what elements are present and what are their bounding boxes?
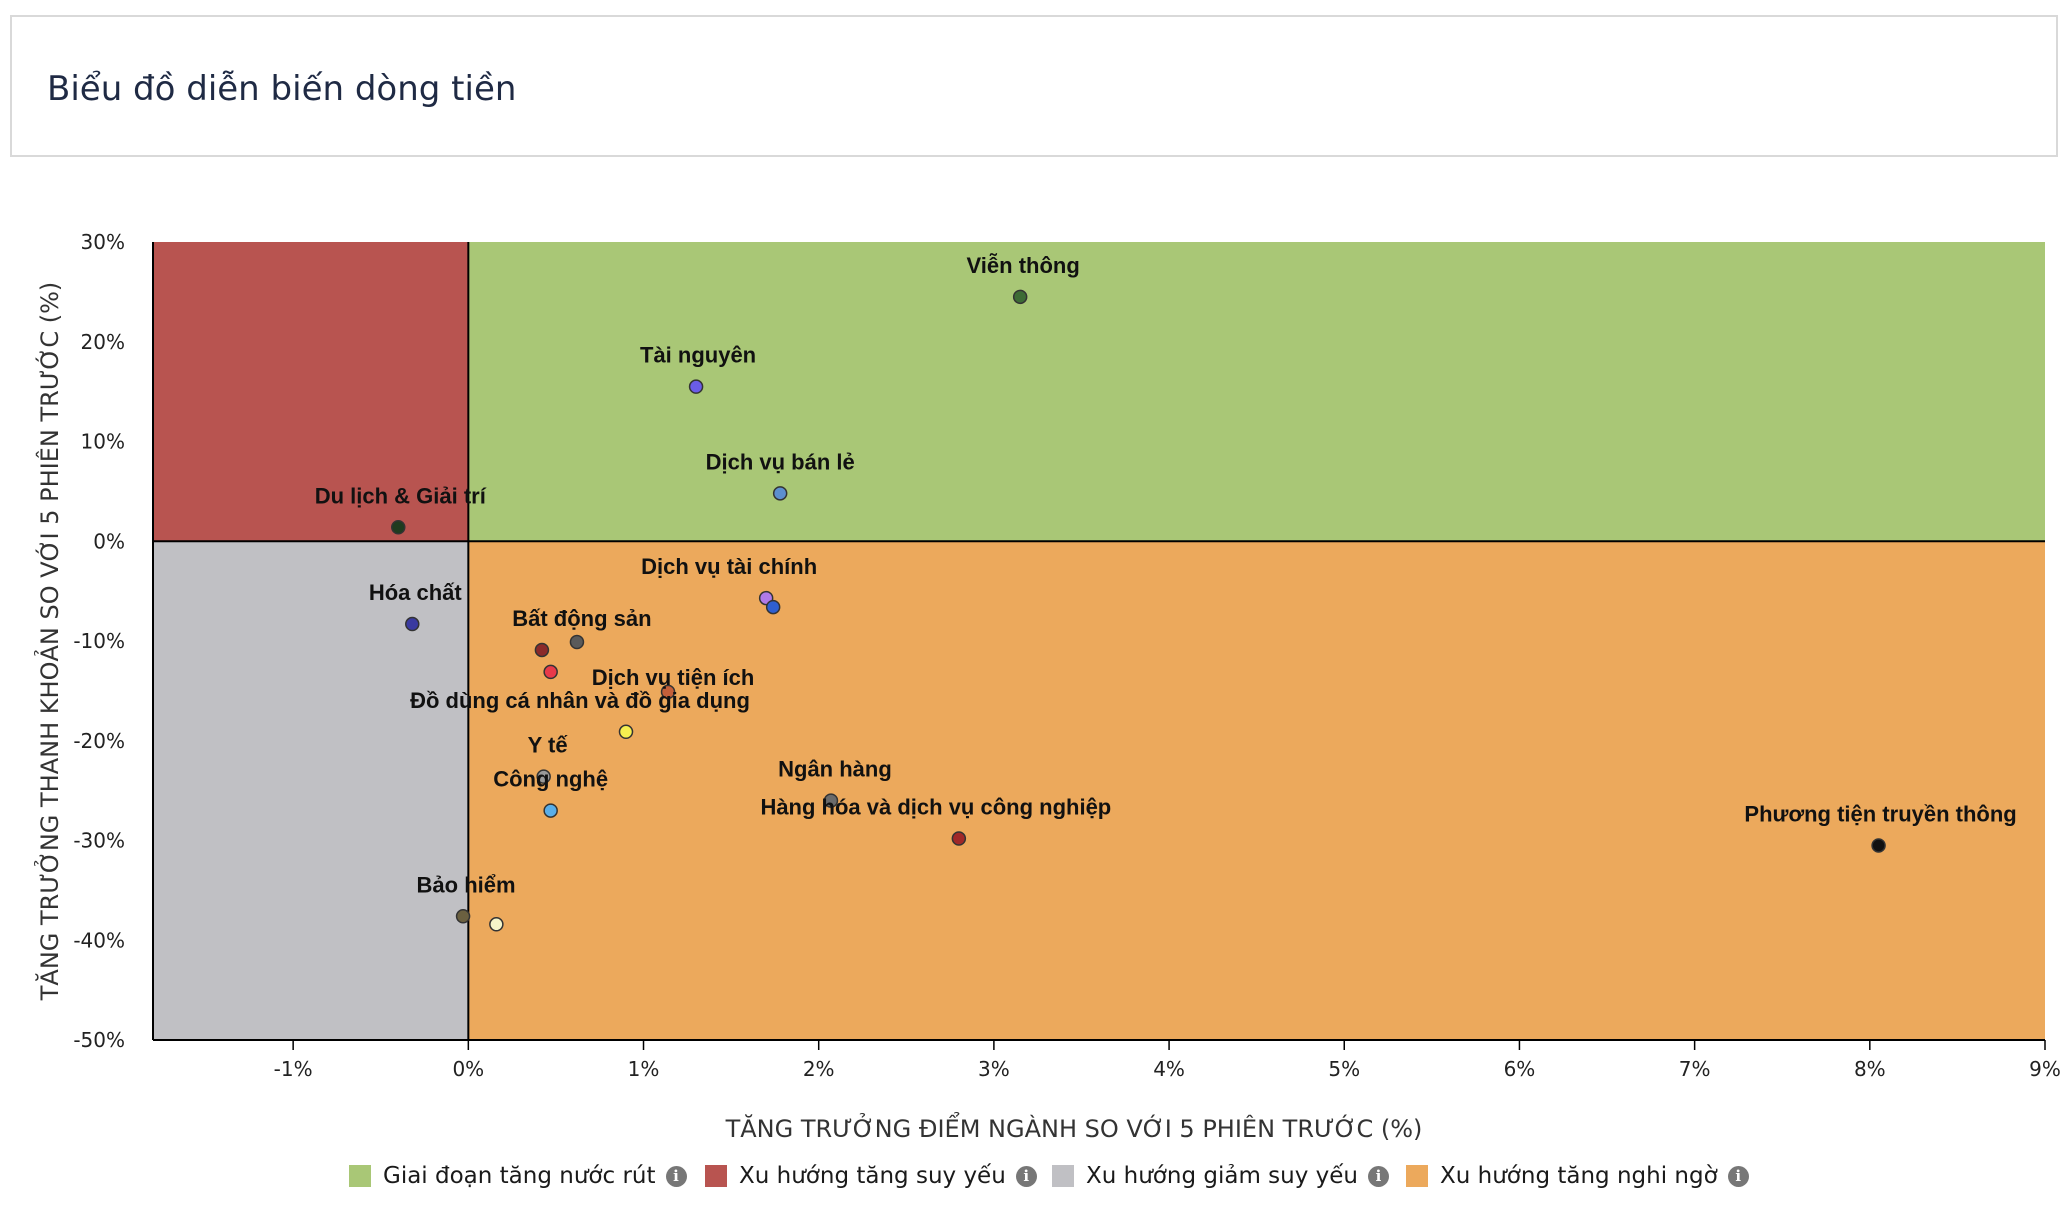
legend-label: Xu hướng giảm suy yếu <box>1086 1163 1358 1189</box>
x-tick-label: 9% <box>2029 1057 2061 1081</box>
y-tick-label: 20% <box>81 330 125 354</box>
data-point-label: Dịch vụ tài chính <box>641 554 817 579</box>
data-point <box>455 909 471 924</box>
data-point-label: Du lịch & Giải trí <box>315 483 487 508</box>
x-tick-label: 7% <box>1679 1057 1711 1081</box>
x-tick-label: 5% <box>1328 1057 1360 1081</box>
x-axis-title: TĂNG TRƯỞNG ĐIỂM NGÀNH SO VỚI 5 PHIÊN TR… <box>725 1111 1423 1143</box>
data-point-label: Ngân hàng <box>778 757 892 782</box>
x-tick-label: 6% <box>1504 1057 1536 1081</box>
data-point <box>543 803 558 818</box>
legend-swatch <box>349 1165 371 1187</box>
data-point <box>1012 289 1028 305</box>
quadrant-region <box>153 541 469 1040</box>
data-point-label: Hàng hóa và dịch vụ công nghiệp <box>760 795 1111 820</box>
data-point-label: Bảo hiểm <box>417 872 516 897</box>
y-tick-label: -20% <box>73 729 125 753</box>
legend-item-giai-doan-tang-nuoc-rut[interactable]: Giai đoạn tăng nước rút i <box>349 1156 687 1196</box>
data-point-label: Dịch vụ tiện ích <box>592 665 755 690</box>
data-point <box>543 664 558 680</box>
legend-swatch <box>1406 1165 1428 1187</box>
data-point-label: Dịch vụ bán lẻ <box>706 449 855 474</box>
data-point-label: Bất động sản <box>512 606 651 631</box>
x-tick-label: 8% <box>1854 1057 1886 1081</box>
y-tick-label: -50% <box>73 1028 125 1052</box>
legend-swatch <box>705 1165 727 1187</box>
y-tick-label: -40% <box>73 928 125 952</box>
data-point-label: Phương tiện truyền thông <box>1744 801 2016 826</box>
data-point <box>660 684 676 700</box>
page-title: Biểu đồ diễn biến dòng tiền <box>47 69 517 109</box>
data-point <box>391 520 406 535</box>
legend-item-xu-huong-tang-suy-yeu[interactable]: Xu hướng tăng suy yếu i <box>705 1156 1037 1196</box>
y-tick-label: -30% <box>73 829 125 853</box>
data-point-label: Đồ dùng cá nhân và đồ gia dụng <box>410 688 750 713</box>
data-point-label: Công nghệ <box>493 767 608 792</box>
data-point-label: Y tế <box>528 733 569 758</box>
x-tick-label: 0% <box>452 1057 484 1081</box>
y-axis-title: TĂNG TRƯỞNG THANH KHOẢN SO VỚI 5 PHIÊN T… <box>33 282 64 1002</box>
data-point-label: Hóa chất <box>369 580 463 605</box>
legend-label: Xu hướng tăng nghi ngờ <box>1440 1163 1718 1189</box>
data-point <box>765 599 781 615</box>
info-icon[interactable]: i <box>1727 1165 1749 1187</box>
y-tick-label: 10% <box>81 430 125 454</box>
x-tick-label: 2% <box>803 1057 835 1081</box>
data-point-label: Tài nguyên <box>640 343 756 368</box>
data-point <box>618 724 634 740</box>
legend-item-xu-huong-tang-nghi-ngo[interactable]: Xu hướng tăng nghi ngờ i <box>1406 1156 1749 1196</box>
data-point <box>772 486 788 501</box>
data-point <box>569 634 585 650</box>
data-point <box>951 831 967 846</box>
chart-legend: Giai đoạn tăng nước rút i Xu hướng tăng … <box>0 1156 2070 1196</box>
data-point <box>688 379 704 394</box>
info-icon[interactable]: i <box>1015 1165 1037 1187</box>
legend-label: Giai đoạn tăng nước rút <box>383 1163 656 1189</box>
quadrant-region <box>468 541 2045 1040</box>
quadrant-region <box>153 242 469 542</box>
x-tick-label: -1% <box>274 1057 313 1081</box>
data-point-label: Viễn thông <box>967 253 1080 278</box>
y-tick-label: 0% <box>93 529 125 553</box>
y-tick-label: 30% <box>81 230 125 254</box>
data-point <box>489 917 504 932</box>
data-point <box>405 616 420 632</box>
data-point <box>536 769 551 784</box>
data-point <box>534 642 550 658</box>
scatter-chart: -1% 0% 1% 2% 3% 4% 5% 6% 7% 8% 9% 30% 20% 10% 0% -10% -2… <box>33 230 2061 1143</box>
y-tick-label: -10% <box>73 629 125 653</box>
info-icon[interactable]: i <box>665 1165 687 1187</box>
legend-label: Xu hướng tăng suy yếu <box>739 1163 1006 1189</box>
chart-header-card: Biểu đồ diễn biến dòng tiền <box>10 15 2058 157</box>
x-tick-label: 1% <box>628 1057 660 1081</box>
legend-swatch <box>1052 1165 1074 1187</box>
x-tick-label: 3% <box>978 1057 1010 1081</box>
data-point <box>823 793 839 808</box>
data-point <box>1871 838 1886 853</box>
x-tick-label: 4% <box>1153 1057 1185 1081</box>
info-icon[interactable]: i <box>1367 1165 1389 1187</box>
legend-item-xu-huong-giam-suy-yeu[interactable]: Xu hướng giảm suy yếu i <box>1052 1156 1389 1196</box>
quadrant-region <box>468 242 2045 542</box>
